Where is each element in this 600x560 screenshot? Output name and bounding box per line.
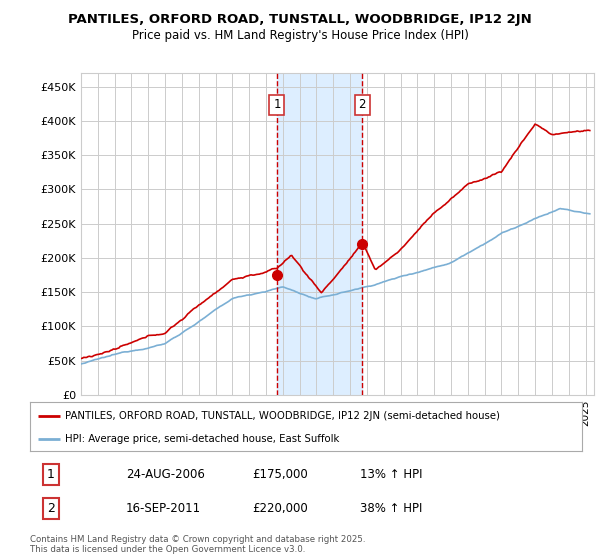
Text: 2: 2 (358, 99, 366, 111)
Text: HPI: Average price, semi-detached house, East Suffolk: HPI: Average price, semi-detached house,… (65, 433, 339, 444)
Text: Contains HM Land Registry data © Crown copyright and database right 2025.
This d: Contains HM Land Registry data © Crown c… (30, 535, 365, 554)
Text: 13% ↑ HPI: 13% ↑ HPI (360, 468, 422, 482)
Text: £220,000: £220,000 (252, 502, 308, 515)
Text: 38% ↑ HPI: 38% ↑ HPI (360, 502, 422, 515)
Text: 16-SEP-2011: 16-SEP-2011 (126, 502, 201, 515)
Text: 2: 2 (47, 502, 55, 515)
Text: PANTILES, ORFORD ROAD, TUNSTALL, WOODBRIDGE, IP12 2JN: PANTILES, ORFORD ROAD, TUNSTALL, WOODBRI… (68, 13, 532, 26)
Text: 1: 1 (273, 99, 281, 111)
Text: £175,000: £175,000 (252, 468, 308, 482)
Text: Price paid vs. HM Land Registry's House Price Index (HPI): Price paid vs. HM Land Registry's House … (131, 29, 469, 42)
Text: PANTILES, ORFORD ROAD, TUNSTALL, WOODBRIDGE, IP12 2JN (semi-detached house): PANTILES, ORFORD ROAD, TUNSTALL, WOODBRI… (65, 410, 500, 421)
Text: 1: 1 (47, 468, 55, 482)
Text: 24-AUG-2006: 24-AUG-2006 (126, 468, 205, 482)
Bar (277, 73, 362, 395)
